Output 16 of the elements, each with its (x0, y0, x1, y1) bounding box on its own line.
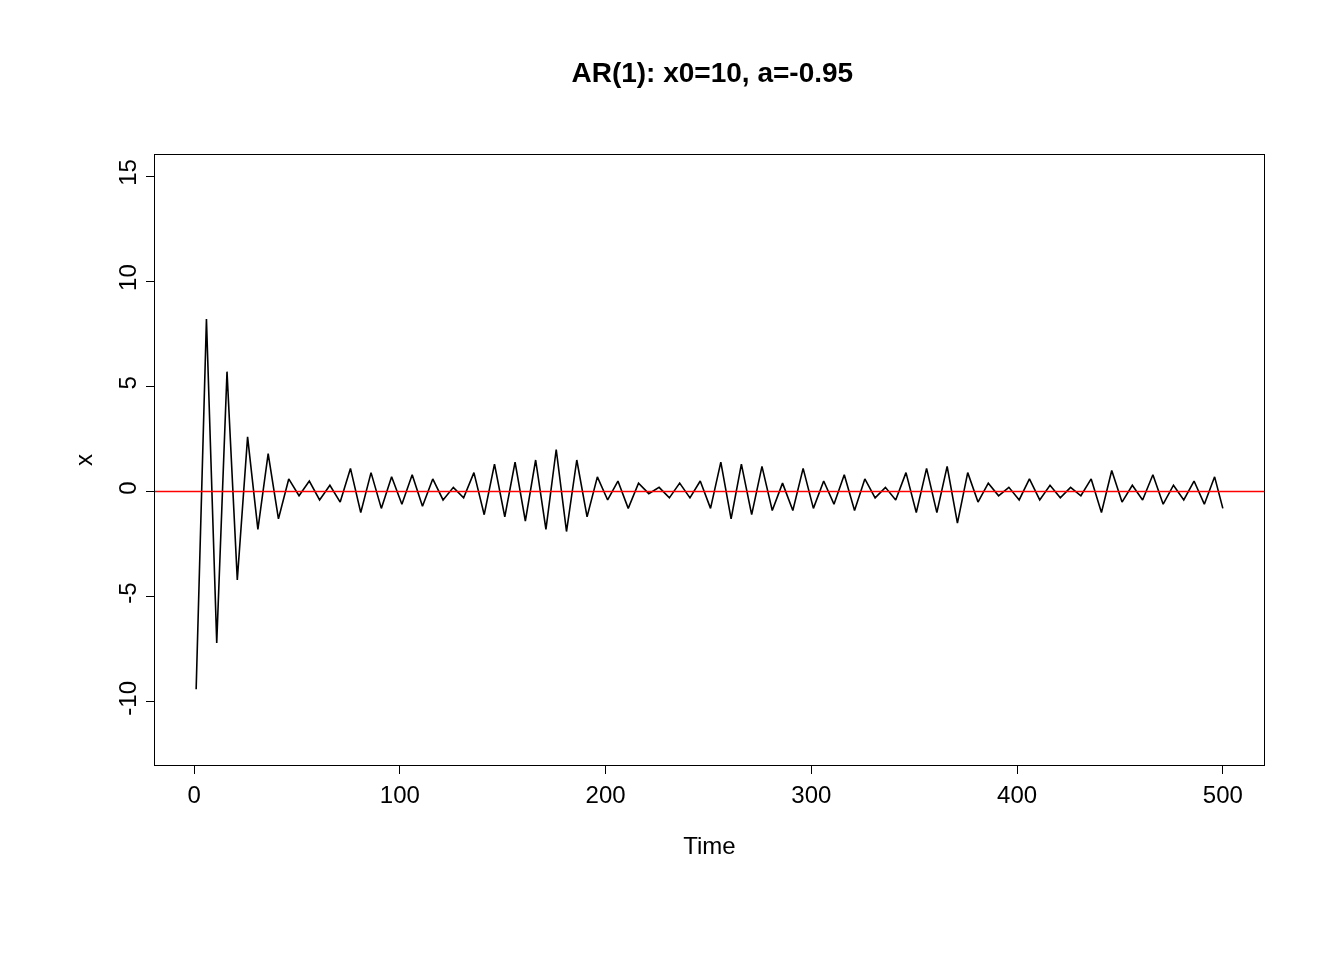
x-tick-label: 500 (1202, 780, 1243, 808)
y-tick-label: -10 (114, 680, 142, 716)
y-tick-label: 10 (114, 264, 142, 291)
x-tick-label: 300 (791, 780, 832, 808)
x-tick-label: 100 (379, 780, 420, 808)
x-tick-label: 400 (997, 780, 1038, 808)
y-tick-label: 0 (114, 481, 142, 495)
x-tick-label: 200 (585, 780, 626, 808)
y-tick-label: -5 (114, 582, 142, 604)
line-series (195, 318, 1224, 691)
y-axis-title: x (69, 454, 97, 466)
x-axis-title: Time (683, 832, 736, 860)
x-tick-label: 0 (187, 780, 201, 808)
chart-title: AR(1): x0=10, a=-0.95 (571, 57, 854, 88)
y-tick-label: 15 (114, 159, 142, 186)
y-tick-label: 5 (114, 376, 142, 390)
